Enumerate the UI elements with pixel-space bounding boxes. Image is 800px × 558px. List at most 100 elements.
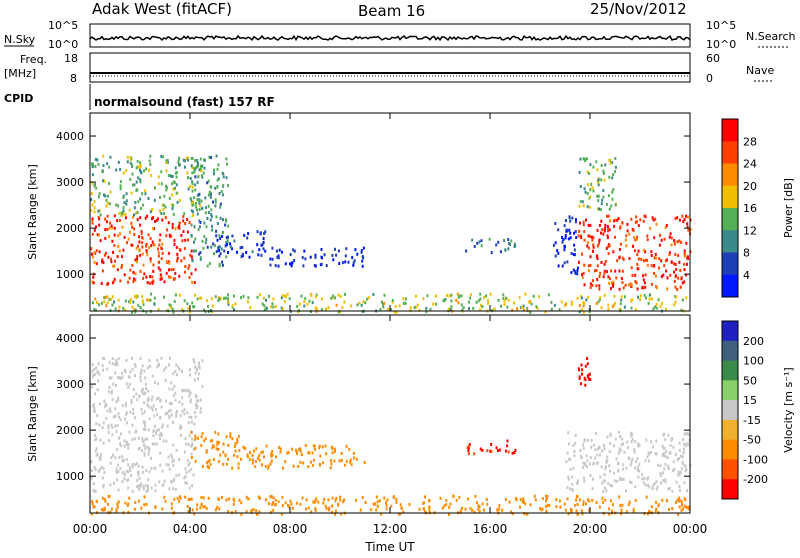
power-cell [564,245,566,249]
velocity-cell [601,449,604,453]
power-cell [196,193,199,197]
velocity-cell [631,438,634,441]
velocity-cell [290,502,293,506]
power-colorbar-swatch [722,141,738,164]
power-cell [133,295,136,299]
velocity-cell [590,445,593,449]
velocity-cell [611,509,613,513]
power-cell [165,161,168,165]
velocity-cell [189,373,191,377]
velocity-cell [173,384,176,388]
power-cell [625,234,628,238]
velocity-cell [236,455,239,459]
velocity-cell [297,464,300,468]
power-cell [260,253,263,257]
power-cell [569,219,572,223]
power-cell [111,303,114,307]
velocity-cell [147,445,150,449]
power-cell [603,293,606,297]
power-cell [123,201,126,204]
power-cell [192,210,194,214]
velocity-cell [148,417,151,421]
velocity-cell [121,455,124,459]
power-cell [122,306,125,310]
velocity-cell [195,367,198,371]
velocity-cell [143,503,146,507]
velocity-cell [147,488,149,492]
power-cell [592,279,594,283]
power-cell [225,218,227,222]
velocity-cell [126,421,128,425]
velocity-cell [128,375,131,379]
power-cell [653,271,656,275]
power-cell [637,295,639,299]
power-cell [206,217,209,220]
power-cell [143,169,146,173]
power-cell [636,263,639,266]
velocity-cell [582,461,585,465]
power-cell [621,221,624,225]
velocity-cell [486,502,489,506]
power-cell [276,255,279,259]
velocity-cell [121,471,124,475]
velocity-cell [96,388,99,392]
power-cell [153,302,156,306]
power-cell [644,285,647,289]
velocity-cell [140,389,143,393]
power-cell [92,281,95,285]
velocity-cell [680,454,682,458]
power-cell [157,247,159,251]
velocity-cell [91,500,94,504]
power-cell [199,257,202,261]
velocity-cell [601,496,604,500]
power-cell [579,157,582,161]
velocity-cell [218,507,221,511]
velocity-cell [110,456,113,460]
power-cell [480,239,483,243]
velocity-cell [165,463,168,467]
velocity-cell [172,420,174,424]
power-cell [566,260,569,264]
power-cell [142,300,145,304]
power-cell [135,180,138,184]
power-cell [93,200,96,204]
velocity-cell [139,375,142,379]
velocity-cell [629,463,632,467]
power-cell [214,186,217,190]
velocity-cell [146,437,149,441]
power-cell [557,228,560,232]
power-cell [602,169,605,173]
power-cell [685,273,688,277]
velocity-cell [682,507,684,511]
velocity-cell [115,470,118,474]
velocity-cell [222,442,225,446]
velocity-cell [106,502,109,506]
power-cell [687,257,690,260]
power-cell [272,305,275,309]
velocity-cell [498,507,500,511]
power-cell [131,215,134,219]
power-cell [683,252,686,256]
power-cell [135,294,138,298]
power-cell [191,185,194,189]
power-cell [229,245,232,249]
power-cell [576,266,579,270]
power-cell [172,268,175,271]
velocity-cell [197,377,199,381]
velocity-cell [164,366,167,370]
velocity-cell [188,486,191,490]
velocity-colorbar-swatch [722,340,738,362]
velocity-cell [591,498,594,502]
velocity-cell [671,507,674,510]
velocity-cell [467,452,470,456]
velocity-cell [200,502,203,506]
velocity-cell [189,400,192,404]
velocity-cell [197,399,200,403]
power-cell [196,159,199,162]
velocity-cell [578,498,581,502]
velocity-cell [486,449,489,453]
velocity-cell [667,433,670,437]
velocity-cell [473,510,476,514]
velocity-cell [291,447,294,451]
power-cell [166,260,169,263]
